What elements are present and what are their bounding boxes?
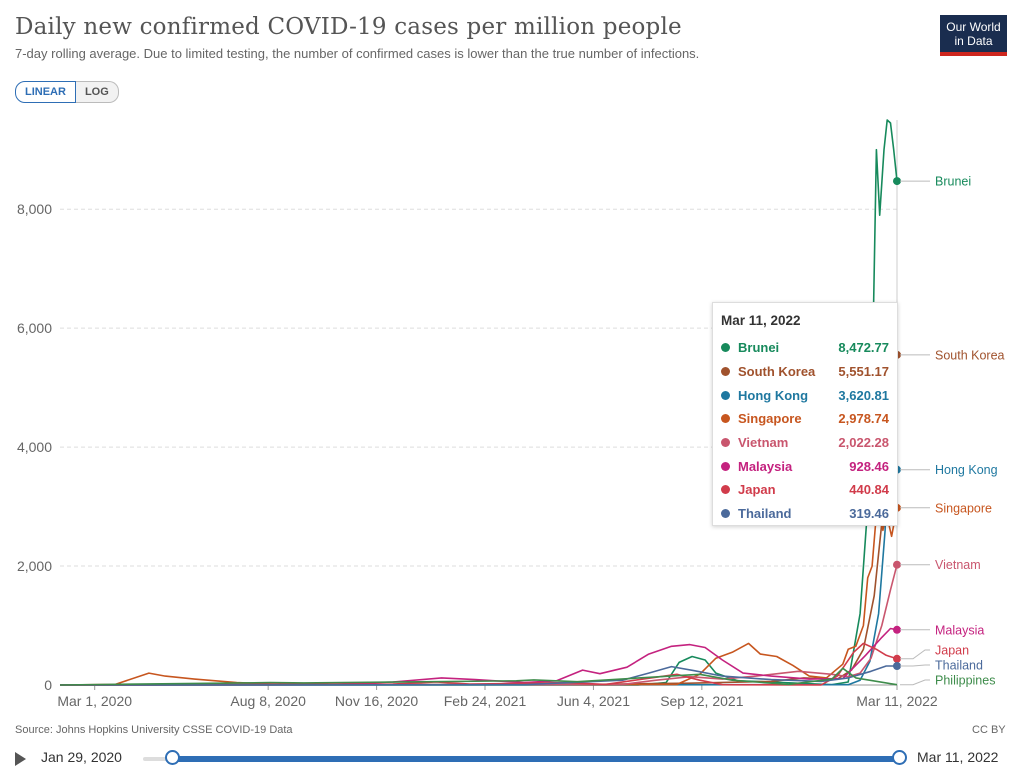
tooltip-dot-icon — [721, 414, 730, 424]
y-tick-label: 8,000 — [17, 201, 52, 217]
y-tick-label: 2,000 — [17, 558, 52, 574]
license-link[interactable]: CC BY — [972, 724, 1006, 736]
tooltip-series-value: 928.46 — [849, 458, 889, 474]
tooltip-row: Hong Kong 3,620.81 — [721, 383, 889, 407]
series-end-label: Japan — [935, 644, 969, 658]
tooltip-dot-icon — [721, 485, 730, 495]
chart-title: Daily new confirmed COVID-19 cases per m… — [15, 14, 682, 40]
tooltip-row: Singapore 2,978.74 — [721, 407, 889, 431]
tooltip-date: Mar 11, 2022 — [721, 313, 801, 328]
end-dot — [893, 625, 901, 634]
chart-subtitle: 7-day rolling average. Due to limited te… — [15, 46, 700, 61]
timeline-end-handle[interactable] — [891, 750, 907, 765]
timeline-end-label: Mar 11, 2022 — [917, 749, 999, 765]
series-end-label: Thailand — [935, 659, 983, 673]
x-tick-label: Mar 1, 2020 — [57, 693, 132, 709]
tooltip-series-value: 8,472.77 — [838, 340, 889, 356]
tooltip-series-value: 3,620.81 — [838, 387, 889, 403]
owid-logo[interactable]: Our World in Data — [940, 15, 1007, 56]
tooltip-row: Japan 440.84 — [721, 478, 889, 502]
log-button[interactable]: LOG — [75, 81, 119, 103]
tooltip-series-name: Vietnam — [738, 435, 789, 451]
tooltip-row: Malaysia 928.46 — [721, 454, 889, 478]
tooltip-series-value: 2,978.74 — [838, 411, 889, 427]
tooltip-dot-icon — [721, 367, 730, 377]
x-tick-label: Aug 8, 2020 — [230, 693, 306, 709]
series-end-label: Vietnam — [935, 558, 981, 572]
x-tick-label: Mar 11, 2022 — [856, 693, 938, 709]
series-line-thailand — [59, 665, 897, 686]
series-line-singapore — [59, 499, 898, 686]
end-dot — [893, 654, 901, 663]
series-end-label: Hong Kong — [935, 463, 998, 477]
timeline-start-handle[interactable] — [164, 750, 180, 765]
tooltip-series-value: 2,022.28 — [838, 435, 889, 451]
y-tick-label: 4,000 — [17, 439, 52, 455]
tooltip-series-name: Malaysia — [738, 458, 793, 474]
tooltip-series-value: 319.46 — [849, 506, 889, 522]
x-tick-label: Jun 4, 2021 — [557, 693, 630, 709]
label-connector — [900, 679, 930, 686]
x-tick-label: Feb 24, 2021 — [444, 693, 527, 709]
tooltip-series-value: 440.84 — [849, 482, 889, 498]
timeline: Jan 29, 2020 Mar 11, 2022 — [15, 746, 1010, 772]
label-connector — [900, 664, 930, 667]
tooltip-dot-icon — [721, 390, 730, 400]
tooltip-series-value: 5,551.17 — [838, 364, 889, 380]
series-line-brunei — [60, 119, 898, 686]
timeline-range — [172, 756, 899, 762]
x-tick-label: Nov 16, 2020 — [335, 693, 418, 709]
series-end-label: Brunei — [935, 175, 971, 189]
scale-toggle: LINEAR LOG — [15, 81, 119, 103]
series-end-label: Philippines — [935, 674, 995, 688]
end-dot — [893, 177, 901, 186]
tooltip-row: Thailand 319.46 — [721, 502, 889, 526]
tooltip-dot-icon — [721, 438, 730, 448]
logo-line-2: in Data — [954, 34, 993, 48]
y-tick-label: 6,000 — [17, 320, 52, 336]
tooltip-row: Vietnam 2,022.28 — [721, 431, 889, 455]
label-connector — [900, 649, 930, 660]
tooltip-series-name: Japan — [738, 482, 776, 498]
timeline-start-label: Jan 29, 2020 — [41, 749, 122, 765]
series-end-label: Singapore — [935, 501, 992, 515]
x-tick-label: Sep 12, 2021 — [660, 693, 744, 709]
end-dot — [893, 662, 901, 671]
end-dot — [893, 560, 901, 569]
play-icon[interactable] — [15, 752, 26, 766]
tooltip-series-name: Hong Kong — [738, 387, 809, 403]
tooltip-dot-icon — [721, 509, 730, 519]
tooltip-dot-icon — [721, 343, 730, 353]
series-line-japan — [59, 642, 898, 686]
tooltip-row: South Korea 5,551.17 — [721, 360, 889, 384]
tooltip-dot-icon — [721, 461, 730, 471]
series-line-malaysia — [59, 627, 898, 686]
hover-tooltip: Mar 11, 2022 Brunei 8,472.77 South Korea 5,… — [712, 302, 898, 526]
series-line-philippines — [59, 667, 898, 686]
tooltip-series-name: Brunei — [738, 340, 780, 356]
logo-line-1: Our World — [946, 20, 1001, 34]
tooltip-series-name: Thailand — [738, 506, 792, 522]
series-line-vietnam — [59, 564, 898, 686]
series-end-label: South Korea — [935, 348, 1005, 362]
series-end-label: Malaysia — [935, 623, 984, 637]
y-tick-label: 0 — [44, 677, 52, 693]
tooltip-series-name: Singapore — [738, 411, 802, 427]
tooltip-series-name: South Korea — [738, 364, 816, 380]
linear-button[interactable]: LINEAR — [15, 81, 76, 103]
tooltip-row: Brunei 8,472.77 — [721, 336, 889, 360]
source-note[interactable]: Source: Johns Hopkins University CSSE CO… — [15, 724, 293, 736]
